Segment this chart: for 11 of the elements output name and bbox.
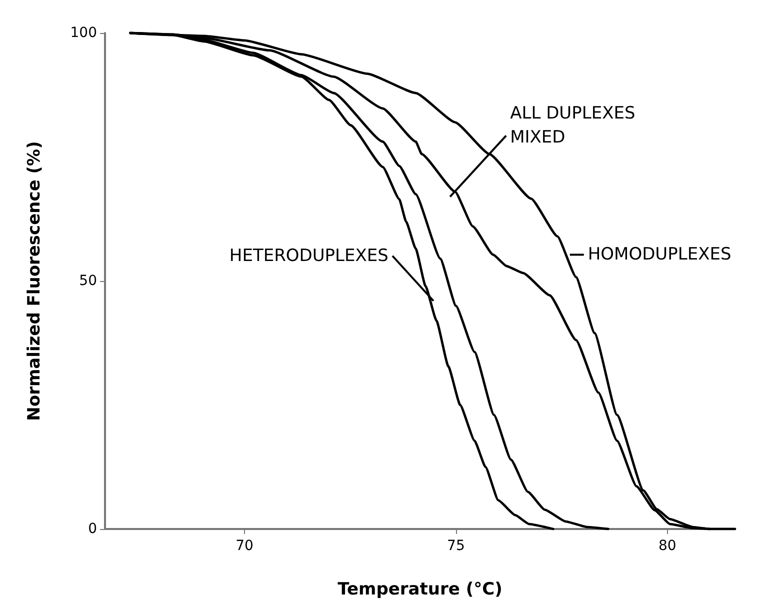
y-tick-label: 0 — [88, 521, 97, 537]
x-axis-title: Temperature (°C) — [338, 580, 502, 600]
annotation: ALL DUPLEXES MIXED — [510, 104, 636, 148]
x-tick-label: 80 — [658, 538, 676, 554]
x-tick-label: 75 — [447, 538, 465, 554]
y-tick-label: 50 — [79, 273, 97, 289]
annotation: HETERODUPLEXES — [229, 246, 388, 266]
x-tick-label: 70 — [236, 538, 254, 554]
y-tick-label: 100 — [70, 25, 97, 41]
y-axis-title: Normalized Fluorescence (%) — [24, 141, 44, 421]
annotation: HOMODUPLEXES — [588, 244, 732, 265]
